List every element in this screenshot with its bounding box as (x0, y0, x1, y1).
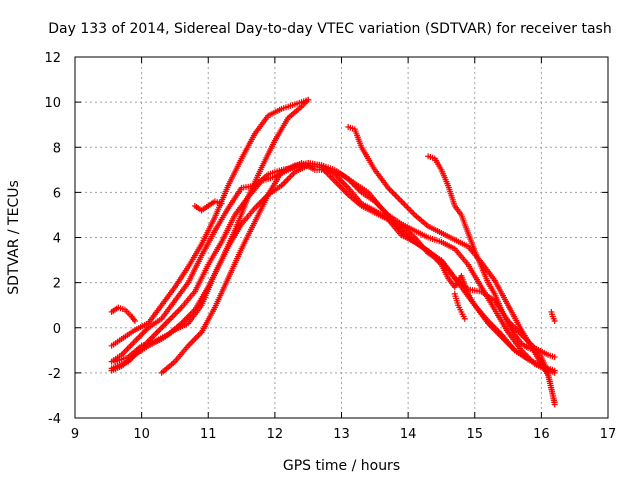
plot-frame (74, 56, 609, 419)
series-arc-11 (451, 290, 468, 322)
series-arc-9 (345, 123, 558, 406)
x-tick-label: 13 (333, 427, 350, 442)
x-tick-label: 12 (267, 427, 284, 442)
y-tick-label: 10 (44, 96, 61, 111)
data-point (551, 367, 558, 374)
y-tick-label: 12 (44, 51, 61, 66)
y-axis-label: SDTVAR / TECUs (6, 180, 22, 295)
series-arc-1 (108, 160, 558, 365)
x-tick-label: 15 (466, 427, 483, 442)
series-arc-4 (158, 160, 552, 376)
data-point (551, 354, 558, 361)
y-tick-label: -4 (48, 412, 61, 427)
x-tick-label: 11 (200, 427, 217, 442)
data-point (218, 200, 225, 207)
y-tick-label: 0 (53, 322, 61, 337)
y-tick-label: -2 (48, 367, 61, 382)
y-tick-label: 4 (53, 232, 61, 247)
series-arc-5 (108, 96, 312, 349)
x-tick-label: 16 (533, 427, 550, 442)
series-arc-7 (108, 304, 138, 324)
series-arc-3 (108, 162, 558, 374)
x-tick-label: 17 (600, 427, 617, 442)
tick-layer: 9 10 11 12 13 14 15 16 17 -4 -2 0 2 4 6 8 10 12 (44, 51, 616, 442)
series-arc-8 (191, 198, 225, 214)
data-point (551, 401, 558, 408)
data-layer (108, 96, 558, 408)
data-point (131, 317, 138, 324)
y-tick-label: 8 (53, 141, 61, 156)
x-tick-label: 9 (71, 427, 79, 442)
data-point (551, 317, 558, 324)
data-point (305, 96, 312, 103)
series-arc-12 (548, 308, 558, 324)
x-tick-label: 10 (133, 427, 150, 442)
series-arc-6 (111, 96, 312, 365)
chart-title: Day 133 of 2014, Sidereal Day-to-day VTE… (48, 21, 611, 37)
grid-layer (75, 57, 608, 418)
y-tick-label: 6 (53, 186, 61, 201)
x-tick-label: 14 (400, 427, 417, 442)
y-tick-label: 2 (53, 277, 61, 292)
series-arc-10 (425, 153, 558, 408)
data-point (461, 315, 468, 322)
x-axis-label: GPS time / hours (283, 458, 400, 474)
